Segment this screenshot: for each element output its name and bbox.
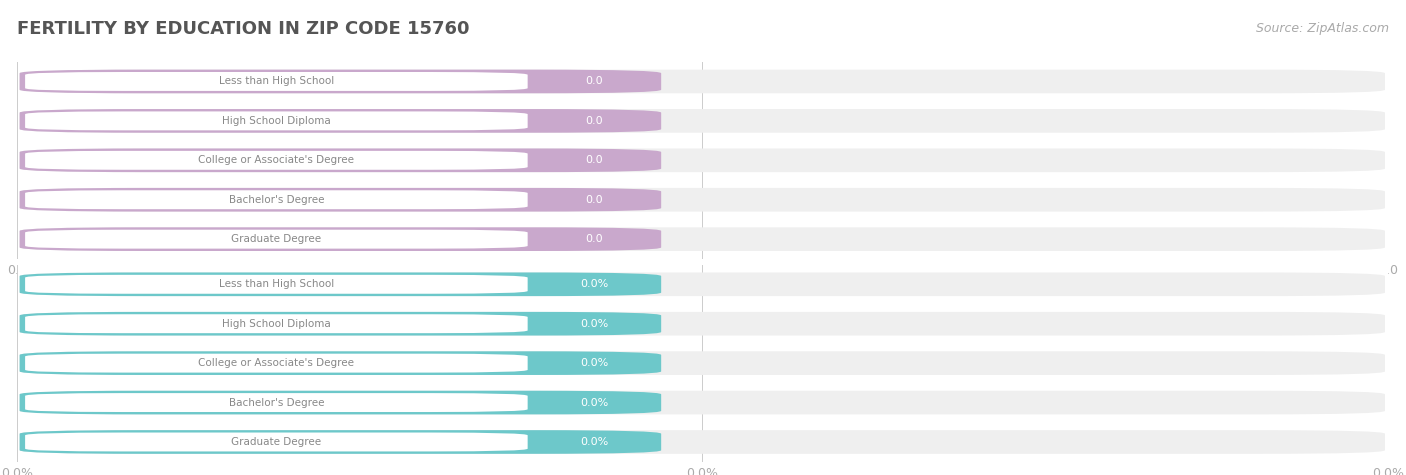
FancyBboxPatch shape — [20, 70, 661, 93]
FancyBboxPatch shape — [20, 312, 661, 335]
FancyBboxPatch shape — [25, 433, 527, 451]
Text: 0.0: 0.0 — [585, 234, 603, 244]
FancyBboxPatch shape — [20, 273, 661, 296]
FancyBboxPatch shape — [25, 354, 527, 372]
Text: College or Associate's Degree: College or Associate's Degree — [198, 358, 354, 368]
FancyBboxPatch shape — [25, 393, 527, 412]
Text: Less than High School: Less than High School — [219, 279, 335, 289]
FancyBboxPatch shape — [25, 72, 527, 91]
Text: High School Diploma: High School Diploma — [222, 116, 330, 126]
Text: Graduate Degree: Graduate Degree — [232, 234, 322, 244]
Text: 0.0: 0.0 — [585, 155, 603, 165]
FancyBboxPatch shape — [25, 190, 527, 209]
Text: 0.0%: 0.0% — [581, 358, 609, 368]
FancyBboxPatch shape — [20, 352, 1385, 375]
FancyBboxPatch shape — [20, 70, 1385, 93]
FancyBboxPatch shape — [20, 430, 661, 454]
FancyBboxPatch shape — [20, 391, 1385, 414]
FancyBboxPatch shape — [20, 149, 1385, 172]
FancyBboxPatch shape — [25, 314, 527, 333]
FancyBboxPatch shape — [20, 228, 661, 251]
FancyBboxPatch shape — [25, 230, 527, 248]
FancyBboxPatch shape — [20, 109, 1385, 133]
FancyBboxPatch shape — [20, 391, 661, 414]
Text: High School Diploma: High School Diploma — [222, 319, 330, 329]
Text: 0.0%: 0.0% — [581, 319, 609, 329]
FancyBboxPatch shape — [20, 352, 661, 375]
Text: Less than High School: Less than High School — [219, 76, 335, 86]
Text: Graduate Degree: Graduate Degree — [232, 437, 322, 447]
Text: 0.0: 0.0 — [585, 195, 603, 205]
FancyBboxPatch shape — [20, 273, 1385, 296]
FancyBboxPatch shape — [25, 112, 527, 130]
Text: 0.0%: 0.0% — [581, 279, 609, 289]
FancyBboxPatch shape — [20, 188, 1385, 211]
FancyBboxPatch shape — [20, 312, 1385, 335]
FancyBboxPatch shape — [20, 188, 661, 211]
Text: 0.0%: 0.0% — [581, 398, 609, 408]
FancyBboxPatch shape — [20, 430, 1385, 454]
Text: 0.0: 0.0 — [585, 116, 603, 126]
Text: 0.0%: 0.0% — [581, 437, 609, 447]
Text: FERTILITY BY EDUCATION IN ZIP CODE 15760: FERTILITY BY EDUCATION IN ZIP CODE 15760 — [17, 19, 470, 38]
FancyBboxPatch shape — [25, 275, 527, 294]
Text: College or Associate's Degree: College or Associate's Degree — [198, 155, 354, 165]
Text: Bachelor's Degree: Bachelor's Degree — [229, 195, 325, 205]
FancyBboxPatch shape — [20, 228, 1385, 251]
FancyBboxPatch shape — [20, 109, 661, 133]
FancyBboxPatch shape — [20, 149, 661, 172]
Text: Bachelor's Degree: Bachelor's Degree — [229, 398, 325, 408]
Text: 0.0: 0.0 — [585, 76, 603, 86]
Text: Source: ZipAtlas.com: Source: ZipAtlas.com — [1256, 22, 1389, 35]
FancyBboxPatch shape — [25, 151, 527, 170]
